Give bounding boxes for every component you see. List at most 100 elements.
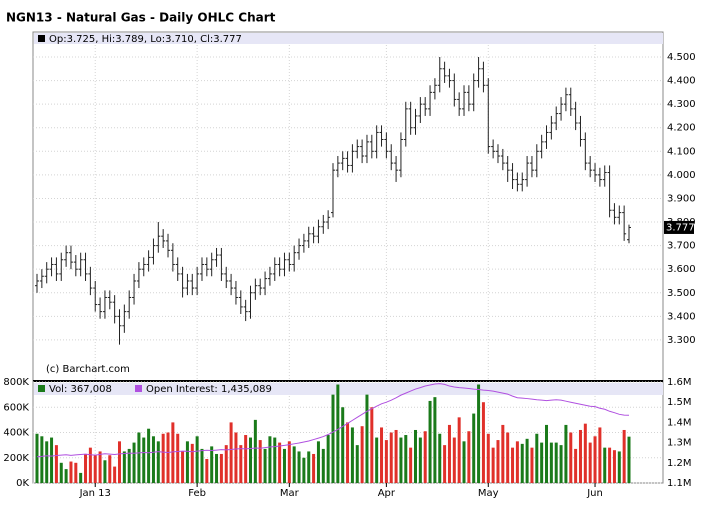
y-tick-label: 3.400 (667, 311, 696, 322)
volume-bar (443, 445, 447, 483)
volume-bar (564, 424, 568, 483)
volume-bar (525, 438, 529, 483)
volume-bar (166, 432, 170, 483)
volume-bar (132, 442, 136, 483)
volume-bar (331, 394, 335, 483)
volume-bar (380, 427, 384, 483)
volume-bar (549, 442, 553, 483)
y-tick-label: 4.400 (667, 76, 696, 87)
volume-bar (481, 402, 485, 483)
volume-bar (79, 472, 83, 483)
volume-bar (297, 451, 301, 483)
volume-bar (229, 422, 233, 483)
x-tick-label: May (478, 488, 499, 499)
ohlc-legend: Op:3.725, Hi:3.789, Lo:3.710, Cl:3.777 (49, 34, 242, 45)
volume-bar (569, 432, 573, 483)
volume-bar (627, 436, 631, 483)
volume-bar (234, 432, 238, 483)
y-tick-label: 400K (3, 428, 29, 439)
volume-bar (501, 424, 505, 483)
y2-tick-label: 1.4M (667, 417, 692, 428)
x-tick-label: Feb (188, 488, 206, 499)
volume-bar (375, 437, 379, 483)
volume-bar (433, 397, 437, 483)
volume-bar (520, 443, 524, 483)
volume-bar (117, 441, 121, 483)
legend-swatch (38, 35, 45, 42)
volume-bar (210, 446, 214, 483)
y-tick-label: 600K (3, 402, 29, 413)
volume-bar (282, 448, 286, 483)
volume-bar (413, 429, 417, 483)
volume-bar (253, 419, 257, 483)
source-note: (c) Barchart.com (46, 364, 130, 375)
volume-bar (54, 445, 58, 483)
volume-bar (545, 424, 549, 483)
volume-bar (156, 441, 160, 483)
volume-bar (59, 462, 63, 483)
x-tick-label: Jan 13 (79, 488, 111, 499)
volume-bar (40, 436, 44, 483)
volume-bar (113, 466, 117, 483)
volume-bar (341, 407, 345, 483)
volume-bar (467, 431, 471, 483)
volume-bar (438, 433, 442, 483)
volume-bar (428, 400, 432, 483)
legend-label: Open Interest: 1,435,089 (146, 384, 272, 395)
volume-bar (302, 457, 306, 483)
volume-bar (171, 422, 175, 483)
x-tick-label: Apr (378, 488, 396, 499)
volume-bar (98, 451, 102, 483)
y-tick-label: 3.900 (667, 193, 696, 204)
volume-bar (181, 451, 185, 483)
volume-bar (365, 394, 369, 483)
volume-bar (69, 461, 73, 483)
y2-tick-label: 1.1M (667, 478, 692, 489)
volume-bar (64, 469, 68, 483)
volume-bar (496, 440, 500, 483)
volume-bar (137, 432, 141, 483)
y-tick-label: 4.200 (667, 123, 696, 134)
y-tick-label: 3.600 (667, 264, 696, 275)
legend-band (34, 33, 663, 44)
volume-bar (350, 427, 354, 483)
volume-bar (103, 460, 107, 483)
volume-bar (384, 440, 388, 483)
volume-bar (457, 417, 461, 483)
volume-bar (258, 440, 262, 483)
volume-bar (268, 436, 272, 483)
volume-bar (559, 445, 563, 483)
volume-bar (418, 437, 422, 483)
volume-bar (394, 429, 398, 483)
volume-bar (249, 437, 253, 483)
volume-bar (588, 442, 592, 483)
volume-bar (622, 429, 626, 483)
volume-bar (554, 442, 558, 483)
volume-bar (360, 426, 364, 483)
volume-bar (535, 433, 539, 483)
volume-bar (452, 437, 456, 483)
volume-bar (389, 432, 393, 483)
volume-bar (292, 446, 296, 483)
volume-bar (472, 413, 476, 483)
volume-bar (506, 432, 510, 483)
volume-bar (491, 447, 495, 483)
volume-bar (578, 429, 582, 483)
legend-swatch (38, 385, 45, 392)
y-tick-label: 3.500 (667, 288, 696, 299)
open-interest-line (36, 383, 630, 458)
volume-bar (127, 448, 131, 483)
last-price-box (664, 220, 694, 234)
volume-bar (583, 423, 587, 483)
volume-bar (93, 455, 97, 483)
volume-bar (593, 436, 597, 483)
volume-bar (74, 462, 78, 483)
volume-bar (108, 455, 112, 483)
volume-bar (312, 453, 316, 483)
volume-bar (147, 428, 151, 483)
y-tick-label: 800K (3, 377, 29, 388)
volume-bar (617, 451, 621, 483)
volume-bar (195, 436, 199, 483)
volume-bar (185, 441, 189, 483)
